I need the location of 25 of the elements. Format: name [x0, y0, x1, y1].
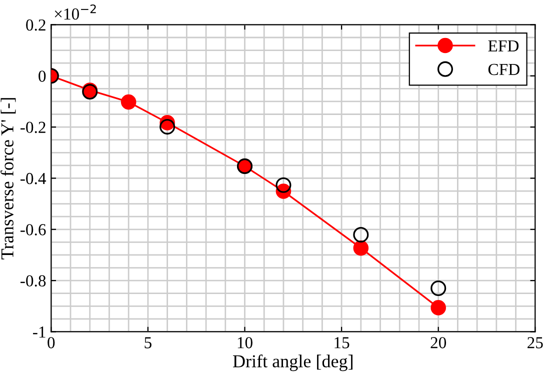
y-tick-label: -0.2: [20, 122, 46, 134]
y-tick-label: -0.8: [20, 275, 46, 287]
y-tick-label: -0.4: [20, 172, 46, 184]
x-tick-label: 15: [334, 337, 350, 348]
point: [276, 177, 292, 193]
y-tick-label: 0: [38, 70, 46, 82]
y-tick-label: 0.2: [26, 19, 46, 31]
y-axis-title: Transverse force Y' [-]: [0, 98, 16, 260]
text: ×10$^{−2}$: [54, 4, 96, 20]
point: [120, 94, 136, 110]
point: [430, 300, 446, 316]
legend-label: EFD: [488, 40, 519, 52]
point: [160, 119, 176, 135]
point: [353, 226, 369, 243]
x-tick-label: 25: [528, 337, 543, 348]
y-tick-label: -0.6: [20, 224, 46, 236]
x-tick-label: 10: [238, 337, 252, 348]
point: [430, 280, 446, 296]
y-tick-label: -1: [33, 326, 46, 338]
x-tick-label: 20: [430, 337, 446, 348]
x-tick-label: 0: [48, 337, 55, 348]
x-axis-title: Drift angle [deg]: [233, 354, 352, 372]
point: [353, 240, 369, 256]
x-tick-label: 5: [144, 337, 152, 348]
legend-label: CFD: [488, 64, 520, 76]
